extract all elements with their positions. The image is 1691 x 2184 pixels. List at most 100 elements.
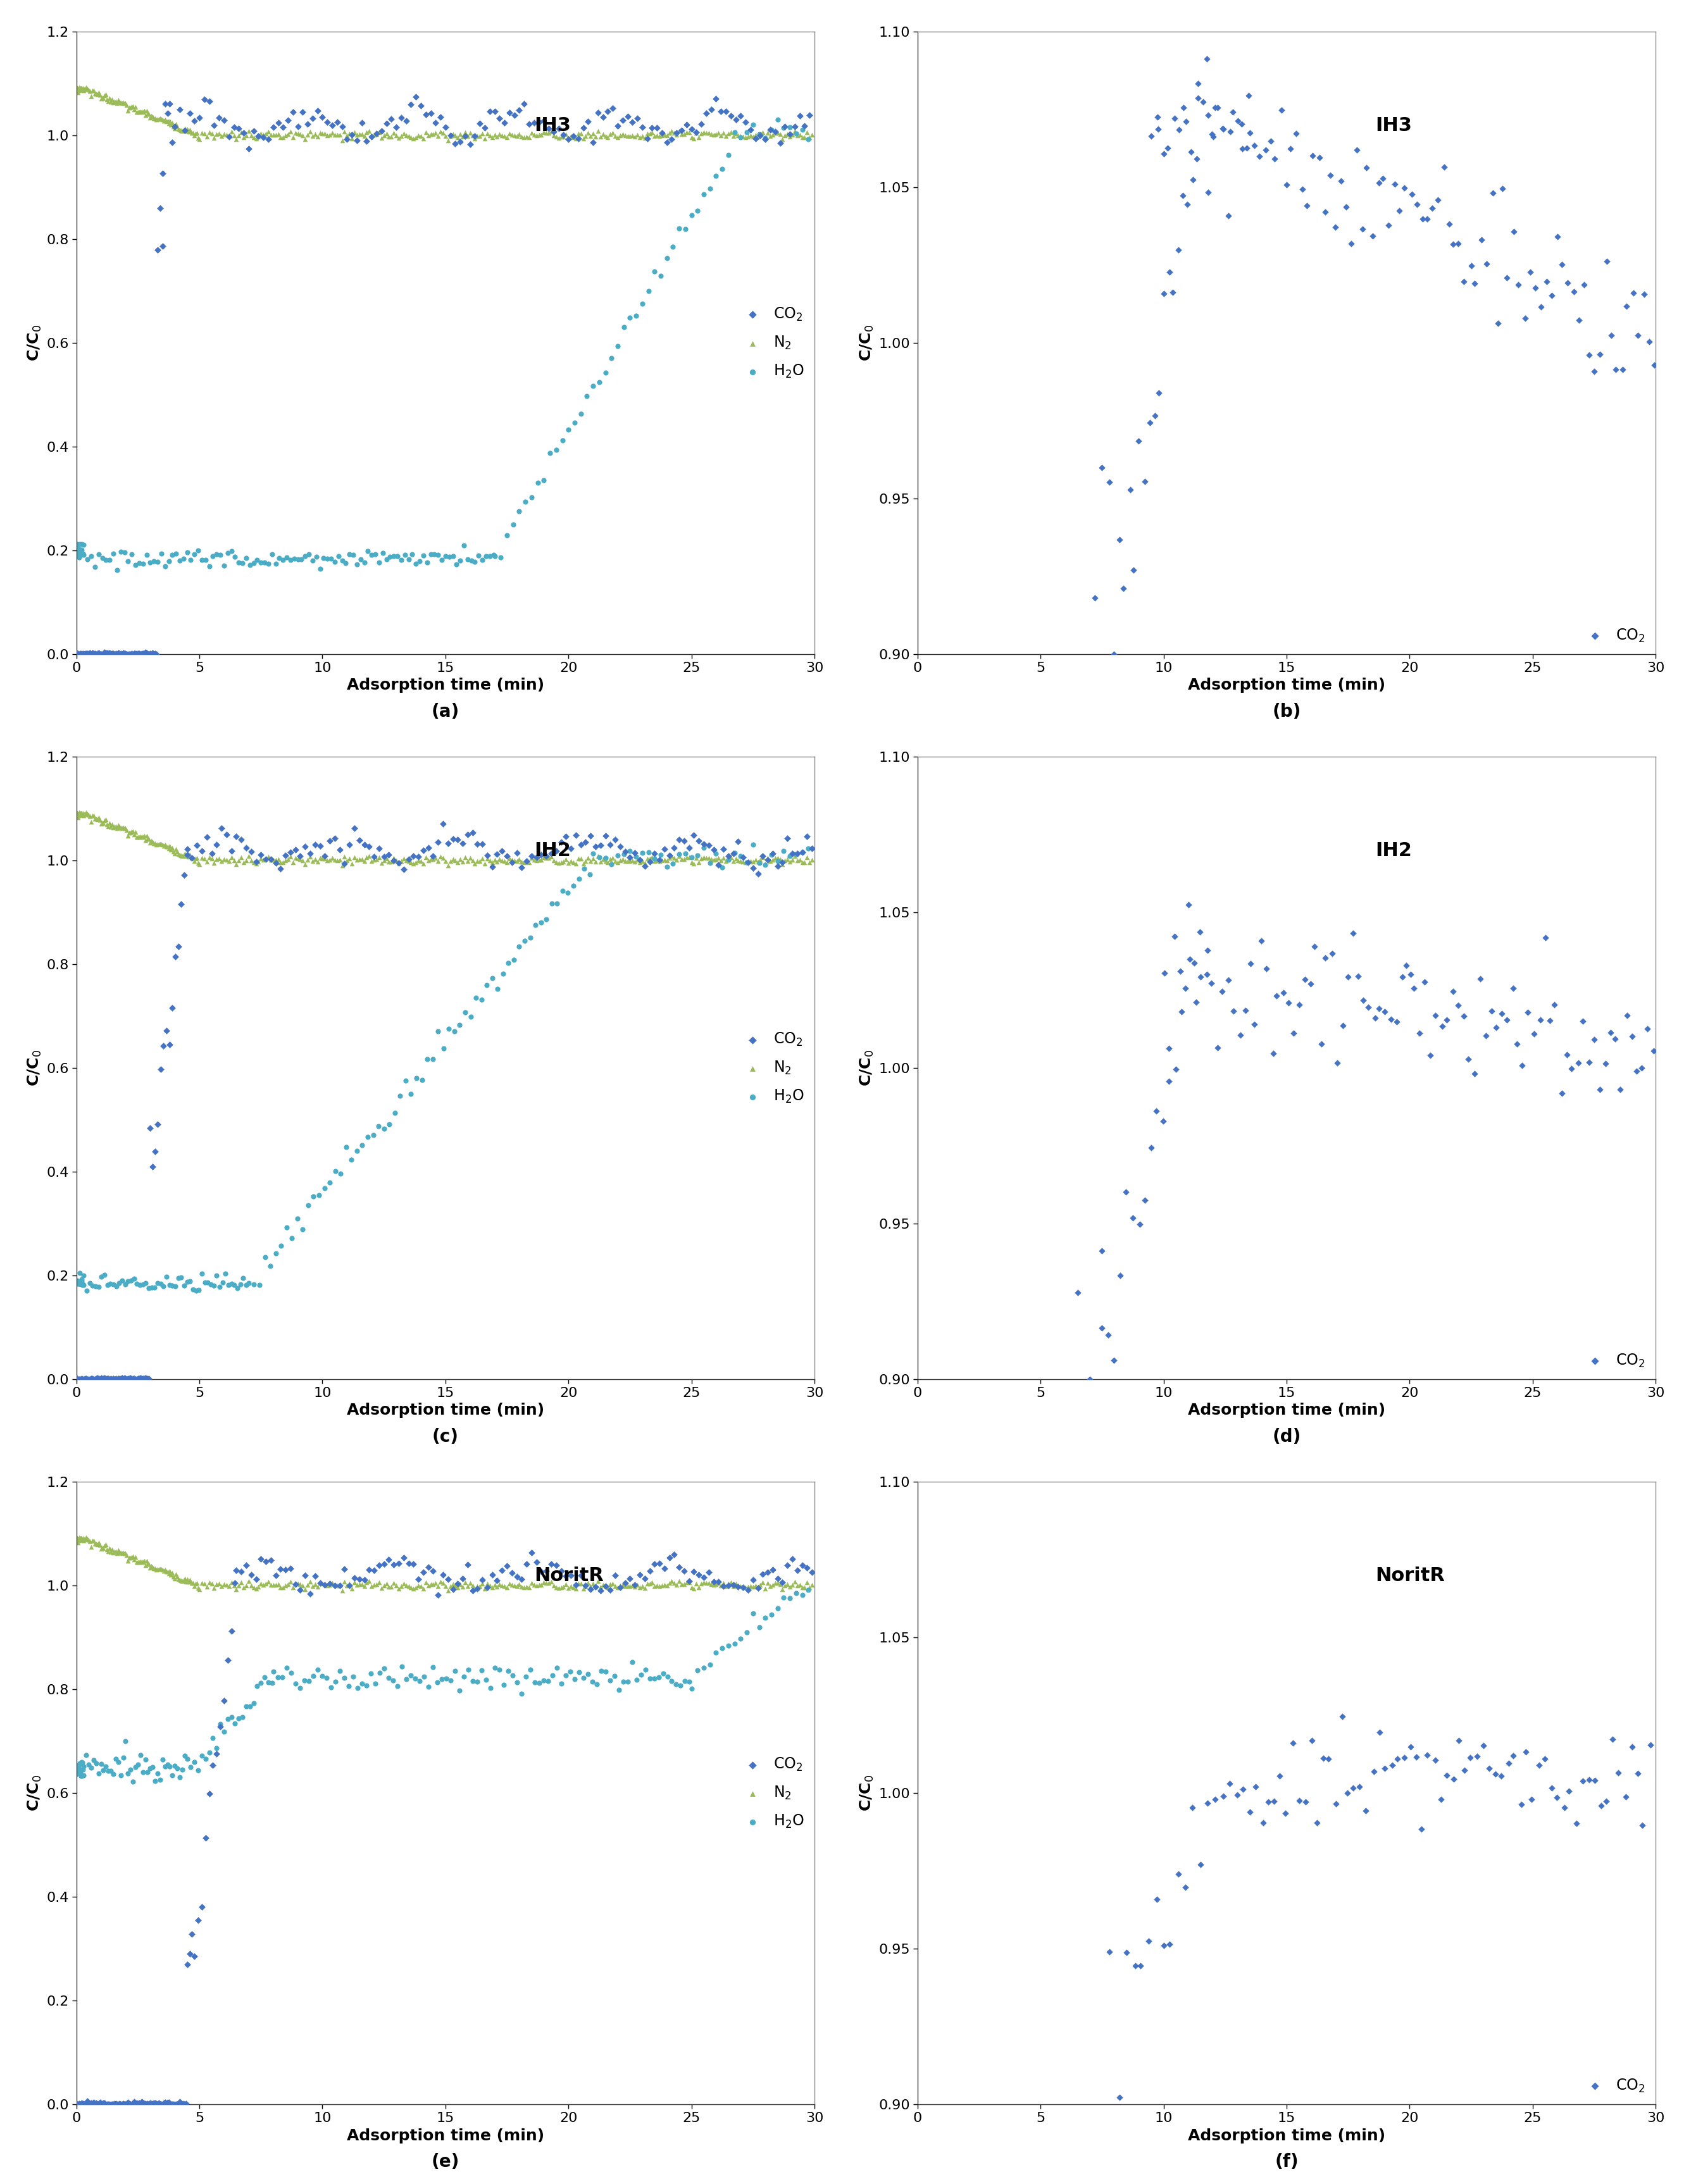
Point [103, 1269, 130, 1304]
Point [560, 120, 587, 155]
Point [149, 828, 176, 863]
Point [279, 845, 306, 880]
Text: IH3: IH3 [1375, 116, 1412, 135]
Point [88, 638, 115, 673]
Point [88, 1531, 115, 1566]
Point [548, 1553, 575, 1588]
Point [758, 1597, 785, 1631]
Point [560, 845, 587, 880]
Point [313, 1660, 340, 1695]
Point [68, 1522, 95, 1557]
Point [274, 841, 301, 876]
Point [63, 1265, 90, 1299]
Point [387, 542, 414, 577]
Point [1422, 1743, 1449, 1778]
Point [142, 828, 169, 863]
Point [294, 107, 321, 142]
Point [480, 537, 507, 572]
Point [555, 1570, 582, 1605]
Point [159, 537, 186, 572]
Point [612, 118, 639, 153]
Point [445, 1570, 472, 1605]
Point [446, 544, 473, 579]
Point [171, 1738, 198, 1773]
Point [626, 1570, 653, 1605]
Point [1539, 1771, 1566, 1806]
Point [242, 1562, 269, 1597]
Point [315, 118, 342, 153]
Point [291, 1557, 318, 1592]
Point [639, 109, 666, 144]
Point [458, 544, 485, 579]
Point [176, 836, 203, 871]
Point [169, 1564, 196, 1599]
Point [161, 2088, 188, 2123]
Point [1126, 1948, 1153, 1983]
Point [112, 1361, 139, 1396]
Point [179, 116, 206, 151]
Point [592, 356, 619, 391]
Point [1119, 1201, 1146, 1236]
Point [391, 537, 418, 572]
Point [174, 111, 201, 146]
Point [107, 2088, 134, 2123]
Point [1530, 1741, 1557, 1776]
Point [135, 821, 162, 856]
Point [296, 836, 323, 871]
Point [458, 843, 485, 878]
Point [289, 94, 316, 129]
Point [688, 1566, 715, 1601]
Point [139, 2086, 166, 2121]
Point [446, 841, 473, 876]
Point [198, 1566, 225, 1601]
Point [749, 1557, 776, 1592]
Point [369, 1570, 396, 1605]
Point [450, 529, 477, 563]
Point [607, 843, 634, 878]
Point [597, 116, 624, 151]
Point [88, 638, 115, 673]
Point [597, 841, 624, 876]
Point [73, 1738, 100, 1773]
Point [472, 1570, 499, 1605]
Point [734, 845, 761, 880]
Point [791, 109, 818, 144]
Point [169, 2088, 196, 2123]
Point [1344, 959, 1371, 994]
Point [311, 1568, 338, 1603]
Point [1397, 1730, 1424, 1765]
Point [431, 537, 458, 572]
Point [501, 843, 528, 878]
Point [609, 103, 636, 138]
Point [531, 463, 558, 498]
Point [499, 1555, 526, 1590]
Point [590, 100, 617, 135]
Point [337, 116, 364, 151]
Point [150, 2086, 178, 2121]
Point [223, 1271, 250, 1306]
Point [428, 1662, 455, 1697]
Point [715, 841, 742, 876]
Point [560, 118, 587, 153]
Point [764, 841, 791, 876]
Point [1143, 1094, 1170, 1129]
Point [287, 839, 315, 874]
Point [176, 111, 203, 146]
Point [289, 843, 316, 878]
Point [360, 839, 387, 874]
Point [110, 2086, 137, 2121]
Point [668, 114, 695, 149]
Point [201, 120, 228, 155]
Point [462, 845, 489, 880]
Point [397, 87, 424, 122]
Point [107, 535, 134, 570]
Point [365, 546, 392, 581]
Point [101, 808, 129, 843]
Point [408, 87, 435, 122]
Point [690, 830, 717, 865]
Point [63, 1520, 90, 1555]
Point [142, 1551, 169, 1586]
Point [129, 636, 156, 670]
Point [720, 1627, 747, 1662]
Point [680, 819, 707, 854]
